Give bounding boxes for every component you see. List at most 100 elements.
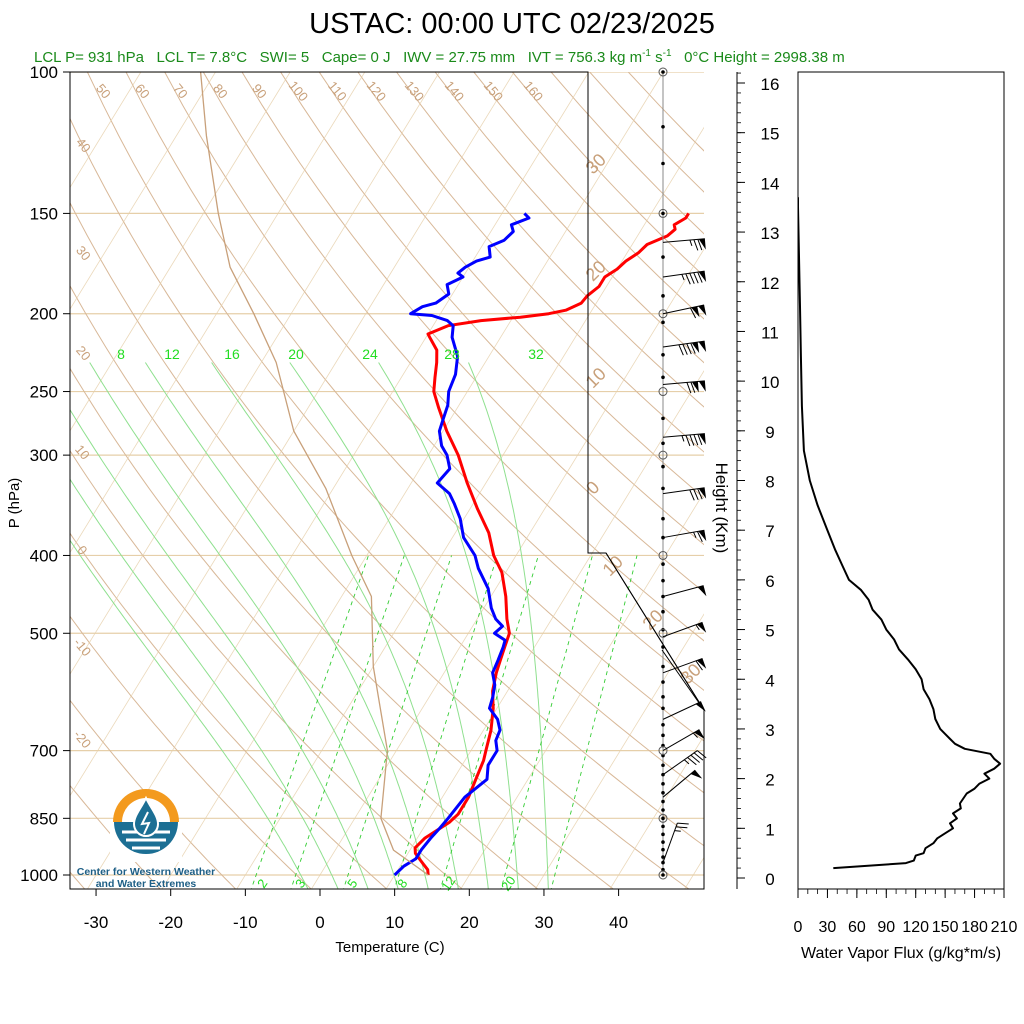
level-circle [658, 309, 668, 319]
wvf-x-tick-label: 210 [991, 919, 1018, 936]
wvf-line [798, 197, 1002, 870]
wind-barb-feather [693, 239, 699, 251]
dry-adiabat-line [70, 367, 539, 889]
level-dot [661, 790, 665, 795]
logo-caption: Center for Western Weather and Water Ext… [70, 866, 222, 890]
isotherm-line [70, 72, 515, 797]
wind-barb-pennant [696, 658, 707, 669]
height-tick-label: 1 [765, 820, 774, 839]
wind-barb-feather [697, 750, 707, 759]
wind-barb-feather [697, 239, 703, 251]
wind-barb-half [683, 759, 690, 765]
wind-barb-feather [685, 273, 691, 285]
level-dot [661, 873, 665, 877]
cw3e-logo: Center for Western Weather and Water Ext… [70, 786, 222, 892]
skewt-frame [69, 71, 705, 890]
y-tick-label: 700 [30, 742, 58, 761]
skewt-labels: -20 -10 0 10 20 30 40 50 60 70 80 90 100 110 120 130 140… [71, 78, 705, 894]
dry-adiabat-label: -10 [71, 635, 95, 659]
wind-barb-pennant [698, 530, 707, 542]
wind-barb-feather [690, 381, 696, 393]
level-dot [661, 695, 665, 699]
wind-barb-feather [687, 757, 697, 766]
isotherm-line [385, 370, 704, 889]
dry-adiabat-line [357, 72, 704, 453]
ivt-value: IVT = 756.3 kg m-1 s-1 [527, 48, 672, 66]
level-dot [661, 70, 665, 74]
level-dot [661, 706, 665, 711]
dry-adiabat-label: 120 [364, 78, 389, 104]
wind-barb-feather [686, 382, 692, 394]
swi-index: SWI= 5 [259, 49, 310, 66]
x-tick-label: -10 [233, 913, 258, 932]
x-tick-label: 10 [385, 913, 404, 932]
isotherm-line [70, 72, 366, 554]
level-dot [661, 799, 665, 804]
dry-adiabat-label: 20 [73, 343, 94, 364]
wind-barb-staff [662, 701, 702, 720]
skewt-traces [199, 72, 690, 877]
moist-adiabat-label: 20 [288, 346, 304, 362]
height-tick-label: 4 [765, 671, 774, 690]
dry-adiabat-label: 150 [481, 78, 506, 104]
wvf-x-tick-label: 150 [932, 919, 959, 936]
wvf-x-tick-label: 180 [961, 919, 988, 936]
wind-barb-feather [697, 488, 703, 500]
wind-barb-pennant [698, 487, 707, 499]
wind-barb-pennant [698, 271, 707, 283]
wind-barb-pennant [698, 341, 707, 353]
isotherm-label: 0 [582, 477, 603, 498]
mixing-ratio-label: 20 [498, 873, 519, 893]
wind-barb-feather [675, 826, 688, 829]
height-tick-label: 8 [765, 473, 774, 492]
wind-barb-half [692, 732, 698, 738]
y-tick-label: 150 [30, 204, 58, 223]
dry-adiabat-label: 100 [286, 78, 311, 104]
wind-barb-staff [662, 822, 678, 863]
level-circle [658, 813, 668, 823]
dry-adiabat-line [164, 72, 704, 692]
wvf-x-tick-label: 120 [902, 919, 929, 936]
y-tick-label: 850 [30, 809, 58, 828]
dry-adiabat-label: 160 [521, 78, 546, 104]
wind-barb-feather [685, 435, 691, 447]
level-dot [661, 733, 665, 738]
temperature-trace [413, 212, 690, 876]
level-dot [661, 516, 665, 521]
dry-adiabat-label: 50 [93, 81, 114, 102]
level-dot [661, 464, 665, 469]
skewt-axes: -30 -20 -10 0 10 20 30 401001502002503004005007… [6, 63, 628, 956]
dewpoint-trace [393, 212, 531, 877]
moist-adiabat-label: 12 [164, 346, 180, 362]
level-dot [661, 808, 665, 812]
level-circle [658, 67, 668, 77]
wind-barb-feather [693, 489, 699, 500]
level-dot [661, 782, 665, 786]
parcel-trace [199, 72, 429, 876]
height-tick-label: 2 [765, 771, 774, 790]
wind-barb-half [695, 624, 700, 631]
isotherm-label: 30 [582, 150, 610, 178]
wind-barb-pennant [691, 306, 700, 318]
level-circle [658, 208, 668, 218]
dry-adiabat-label: 40 [73, 135, 94, 156]
x-tick-label: -30 [84, 913, 109, 932]
dry-adiabat-label: 90 [249, 81, 270, 102]
level-dot [661, 664, 665, 669]
cw3e-logo-icon [110, 789, 182, 862]
dry-adiabat-label: 70 [170, 81, 191, 102]
wind-barb-staff [662, 585, 704, 598]
moist-adiabat-label: 28 [444, 346, 460, 362]
wind-barb-pennant [698, 304, 707, 316]
height-tick-label: 3 [765, 721, 774, 740]
wind-barb-half [681, 435, 685, 442]
dry-adiabat-label: 30 [73, 243, 94, 264]
isotherm-line [86, 72, 590, 889]
y-axis-label: P (hPa) [6, 478, 23, 529]
wind-barb-pennant [698, 380, 706, 392]
mixing-ratio-line [393, 555, 498, 889]
height-tick-label: 11 [761, 323, 779, 342]
wind-barb-feather [678, 344, 684, 356]
level-dot [661, 763, 665, 768]
dry-adiabat-line [70, 284, 615, 889]
